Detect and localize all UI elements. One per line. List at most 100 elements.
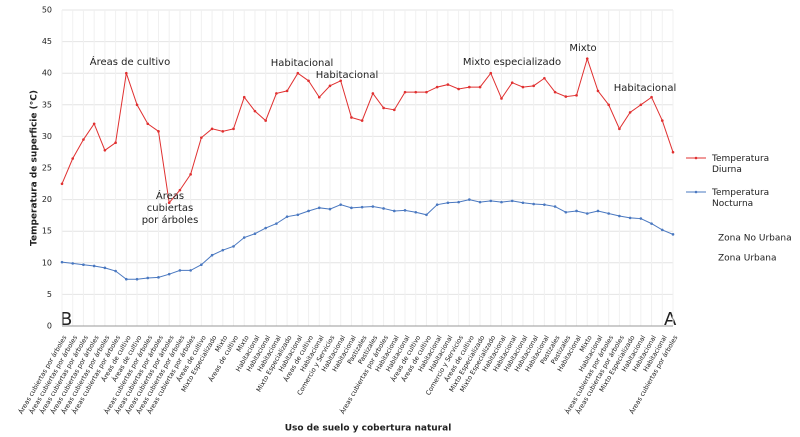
y-tick-label: 5	[47, 290, 52, 299]
point	[328, 207, 332, 211]
point	[489, 71, 493, 75]
point	[350, 206, 353, 210]
point	[285, 215, 289, 218]
point	[242, 95, 246, 99]
point	[446, 83, 450, 86]
point	[575, 209, 578, 213]
series-line	[61, 56, 674, 204]
point	[114, 269, 117, 273]
legend-label: Zona No Urbana	[718, 234, 792, 244]
point	[457, 200, 460, 204]
y-tick-label: 35	[42, 100, 52, 109]
annotation: Áreas	[156, 189, 184, 202]
point	[92, 122, 96, 126]
point	[360, 119, 364, 122]
y-tick-label: 30	[42, 132, 52, 141]
point	[103, 266, 107, 270]
point	[307, 79, 310, 83]
series-line	[61, 199, 674, 280]
point	[468, 85, 471, 89]
point	[553, 90, 557, 94]
point	[60, 260, 64, 264]
point	[414, 210, 418, 214]
y-axis-title: Temperatura de superficie (°C)	[30, 90, 40, 246]
point	[532, 202, 535, 206]
point	[478, 85, 482, 89]
point	[178, 269, 182, 272]
point	[468, 198, 471, 201]
annotation: Habitacional	[316, 70, 378, 81]
point	[189, 173, 192, 176]
point	[339, 203, 343, 206]
annotation: Mixto	[569, 43, 596, 54]
point	[60, 182, 64, 186]
point	[425, 213, 428, 217]
point	[221, 130, 225, 133]
point	[92, 264, 96, 268]
point	[596, 89, 600, 93]
point	[660, 119, 664, 122]
y-tick-label: 15	[42, 227, 52, 236]
point	[157, 276, 160, 279]
point	[317, 206, 321, 210]
annotation: Áreas de cultivo	[90, 55, 170, 68]
point	[264, 226, 267, 230]
point	[285, 89, 289, 93]
point	[639, 217, 643, 220]
y-tick-label: 45	[42, 37, 52, 46]
point	[660, 228, 664, 232]
point	[607, 212, 610, 215]
point	[264, 119, 267, 122]
point	[382, 207, 385, 210]
legend-line: Temperatura	[711, 154, 769, 164]
point	[618, 127, 621, 131]
annotation: Habitacional	[614, 83, 676, 94]
legend-label: Zona Urbana	[718, 254, 777, 264]
point	[114, 141, 117, 145]
point	[82, 138, 85, 141]
y-tick-label: 20	[42, 195, 52, 204]
point	[146, 276, 150, 280]
point	[478, 200, 482, 204]
point	[607, 103, 610, 107]
point	[253, 232, 257, 236]
point	[125, 71, 128, 75]
point	[125, 277, 128, 281]
point	[510, 81, 514, 84]
point	[210, 253, 214, 257]
point	[618, 214, 621, 218]
point	[435, 85, 439, 89]
point	[489, 199, 493, 203]
point	[135, 277, 139, 281]
point	[596, 209, 600, 213]
legend-line: Temperatura	[711, 188, 769, 198]
point	[296, 71, 300, 75]
point	[628, 216, 632, 220]
point	[575, 94, 578, 97]
point	[317, 95, 321, 99]
point	[446, 201, 450, 205]
legend-marker	[694, 190, 698, 194]
point	[339, 79, 343, 83]
point	[671, 233, 675, 236]
point	[360, 205, 364, 209]
point	[543, 203, 546, 206]
point	[628, 111, 632, 114]
point	[521, 85, 525, 89]
endpoint-label: B	[60, 309, 72, 330]
point	[585, 212, 589, 215]
annotation: Mixto especializado	[463, 57, 561, 68]
legend-label: Temperatura Diurna	[711, 154, 769, 175]
point	[157, 130, 160, 133]
point	[553, 205, 557, 208]
x-axis-title: Uso de suelo y cobertura natural	[285, 424, 452, 434]
point	[510, 199, 514, 203]
point	[650, 222, 653, 225]
point	[392, 108, 396, 112]
point	[167, 201, 171, 205]
point	[382, 106, 385, 110]
point	[242, 236, 246, 239]
point	[200, 263, 203, 266]
point	[200, 136, 203, 139]
